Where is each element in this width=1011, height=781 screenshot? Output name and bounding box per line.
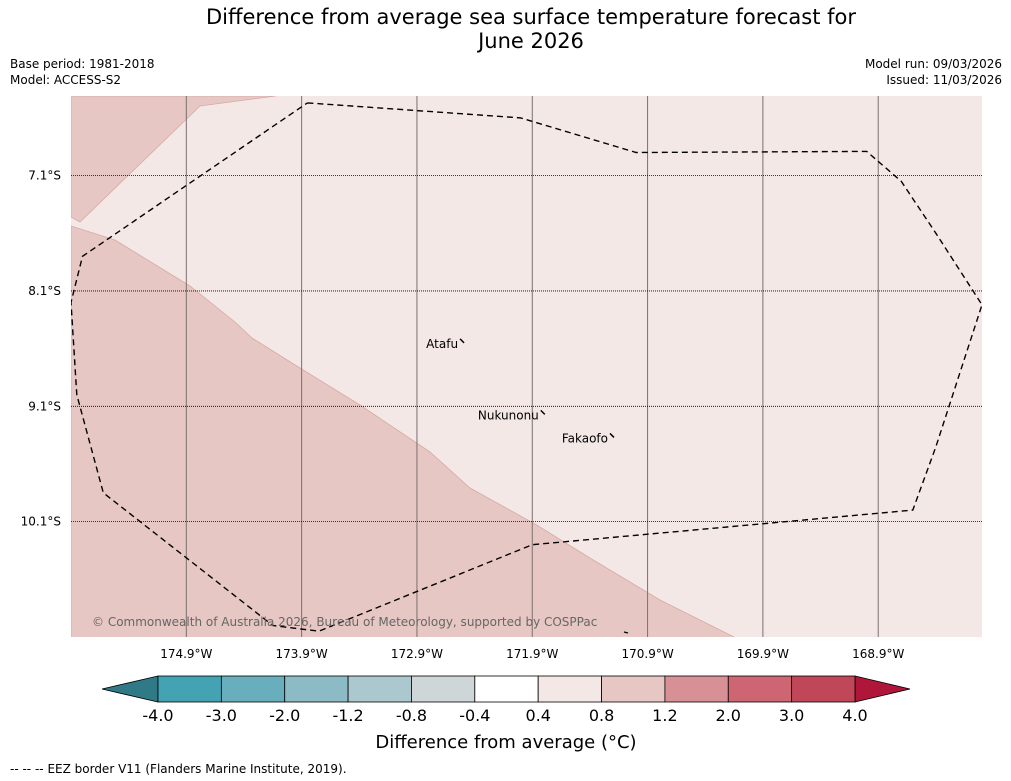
lon-tick-label: 171.9°W	[506, 647, 558, 661]
eez-legend-text: EEZ border V11 (Flanders Marine Institut…	[47, 762, 347, 776]
lat-tick-label: 8.1°S	[28, 284, 61, 298]
model-name: Model: ACCESS-S2	[10, 73, 122, 87]
island-speck	[623, 631, 629, 634]
anomaly-band-medium-south	[71, 225, 735, 637]
island-shape	[540, 409, 546, 415]
island-shape	[609, 432, 615, 438]
colorbar-label: Difference from average (°C)	[375, 732, 637, 753]
island-label: Atafu	[426, 337, 458, 351]
island-label: Nukunonu	[478, 408, 539, 422]
issued-date: Issued: 11/03/2026	[886, 73, 1002, 87]
copyright-text: © Commonwealth of Australia 2026, Bureau…	[92, 615, 597, 629]
lat-tick-label: 9.1°S	[28, 399, 61, 413]
eez-border	[71, 102, 982, 632]
lon-tick-label: 173.9°W	[276, 647, 328, 661]
anomaly-band-medium-north	[71, 96, 277, 223]
lat-tick-label: 10.1°S	[21, 515, 61, 529]
island-shape	[459, 338, 465, 344]
meta-right: Model run: 09/03/2026 Issued: 11/03/2026	[865, 56, 1002, 88]
title-line-2: June 2026	[478, 29, 584, 53]
footer-legend: -- -- -- EEZ border V11 (Flanders Marine…	[10, 762, 347, 776]
lon-tick-label: 170.9°W	[621, 647, 673, 661]
base-period: Base period: 1981-2018	[10, 57, 155, 71]
meta-left: Base period: 1981-2018 Model: ACCESS-S2	[10, 56, 155, 88]
lat-tick-label: 7.1°S	[28, 169, 61, 183]
island-label: Fakaofo	[562, 431, 608, 445]
lon-tick-label: 174.9°W	[160, 647, 212, 661]
lon-tick-label: 169.9°W	[737, 647, 789, 661]
title-line-1: Difference from average sea surface temp…	[206, 5, 856, 29]
lon-tick-label: 172.9°W	[391, 647, 443, 661]
lon-tick-label: 168.9°W	[852, 647, 904, 661]
model-run: Model run: 09/03/2026	[864, 57, 1002, 71]
chart-title: Difference from average sea surface temp…	[0, 5, 1011, 53]
eez-legend-symbol: -- -- --	[10, 762, 44, 776]
